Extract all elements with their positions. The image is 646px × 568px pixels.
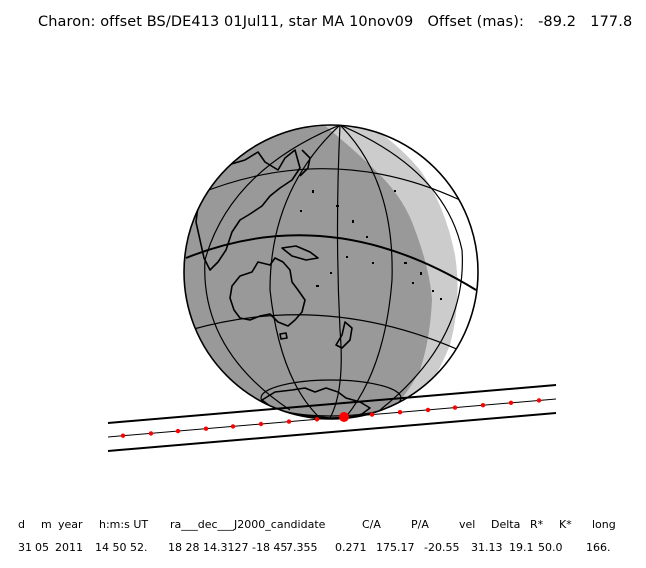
- offset-x: -89.2: [538, 14, 577, 30]
- globe-outline: [183, 124, 479, 420]
- table-value-cell: 18 28 14.3127 -18 45: [168, 541, 288, 554]
- coastline-new-zealand: [335, 321, 353, 349]
- table-value-cell: 05: [35, 541, 49, 554]
- table-header-cell: C/A: [362, 518, 381, 531]
- track-dot: [397, 410, 403, 415]
- track-dot: [120, 433, 126, 438]
- table-header-cell: h:m:s UT: [99, 518, 149, 531]
- table-header-cell: year: [58, 518, 83, 531]
- table-value-cell: 31.13: [471, 541, 503, 554]
- table-value-cell: 31: [18, 541, 32, 554]
- table-header-cell: d: [18, 518, 25, 531]
- table-value-cell: 175.17: [376, 541, 415, 554]
- offset-label: Offset (mas):: [427, 14, 524, 30]
- track-dot: [314, 417, 320, 422]
- table-value-cell: 166.: [586, 541, 611, 554]
- track-dot: [230, 424, 236, 429]
- track-dot: [536, 398, 542, 403]
- closest-approach-point: [339, 412, 349, 422]
- track-dot: [508, 400, 514, 405]
- coastline-australia: [229, 257, 306, 327]
- track-dot: [480, 403, 486, 408]
- title-text: Charon: offset BS/DE413 01Jul11, star MA…: [38, 14, 414, 30]
- table-value-row: 31 05 2011 14 50 52. 18 28 14.3127 -18 45 7.3…: [0, 541, 646, 557]
- track-dot: [203, 426, 209, 431]
- table-header-cell: Delta: [491, 518, 521, 531]
- table-header-cell: ra___dec___J2000_candidate: [170, 518, 326, 531]
- page-title: Charon: offset BS/DE413 01Jul11, star MA…: [38, 14, 632, 30]
- track-dot: [175, 428, 181, 434]
- coastline-japan: [299, 149, 311, 177]
- table-header-cell: long: [592, 518, 616, 531]
- offset-y: 177.8: [590, 14, 633, 30]
- shadow-south-limit: [107, 412, 557, 452]
- table-value-cell: 14 50 52.: [95, 541, 148, 554]
- table-header-cell: R*: [530, 518, 544, 531]
- shadow-north-limit: [107, 384, 557, 424]
- table-header-cell: m: [41, 518, 52, 531]
- coastline-new-guinea: [281, 245, 319, 261]
- track-dot: [258, 421, 264, 427]
- islands: [300, 190, 442, 300]
- table-value-cell: 2011: [55, 541, 83, 554]
- table-header-row: d m year h:m:s UT ra___dec___J2000_candidate…: [0, 518, 646, 534]
- coastline-asia: [195, 149, 301, 271]
- table-value-cell: 7.355: [286, 541, 318, 554]
- latitude-lines: [185, 168, 477, 417]
- track-dot: [369, 412, 375, 417]
- track-dot: [425, 407, 431, 413]
- table-header-cell: K*: [559, 518, 572, 531]
- globe-night-side: [184, 125, 432, 419]
- track-dots: [120, 398, 542, 438]
- track-dot: [148, 431, 154, 436]
- table-header-cell: P/A: [411, 518, 429, 531]
- table-value-cell: 0.271: [335, 541, 367, 554]
- table-header-cell: vel: [459, 518, 476, 531]
- track-dot: [452, 405, 458, 410]
- table-value-cell: 19.1: [509, 541, 534, 554]
- coastline-tasmania: [279, 332, 288, 340]
- table-value-cell: 50.0: [538, 541, 563, 554]
- track-dot: [286, 419, 292, 424]
- table-value-cell: -20.55: [424, 541, 460, 554]
